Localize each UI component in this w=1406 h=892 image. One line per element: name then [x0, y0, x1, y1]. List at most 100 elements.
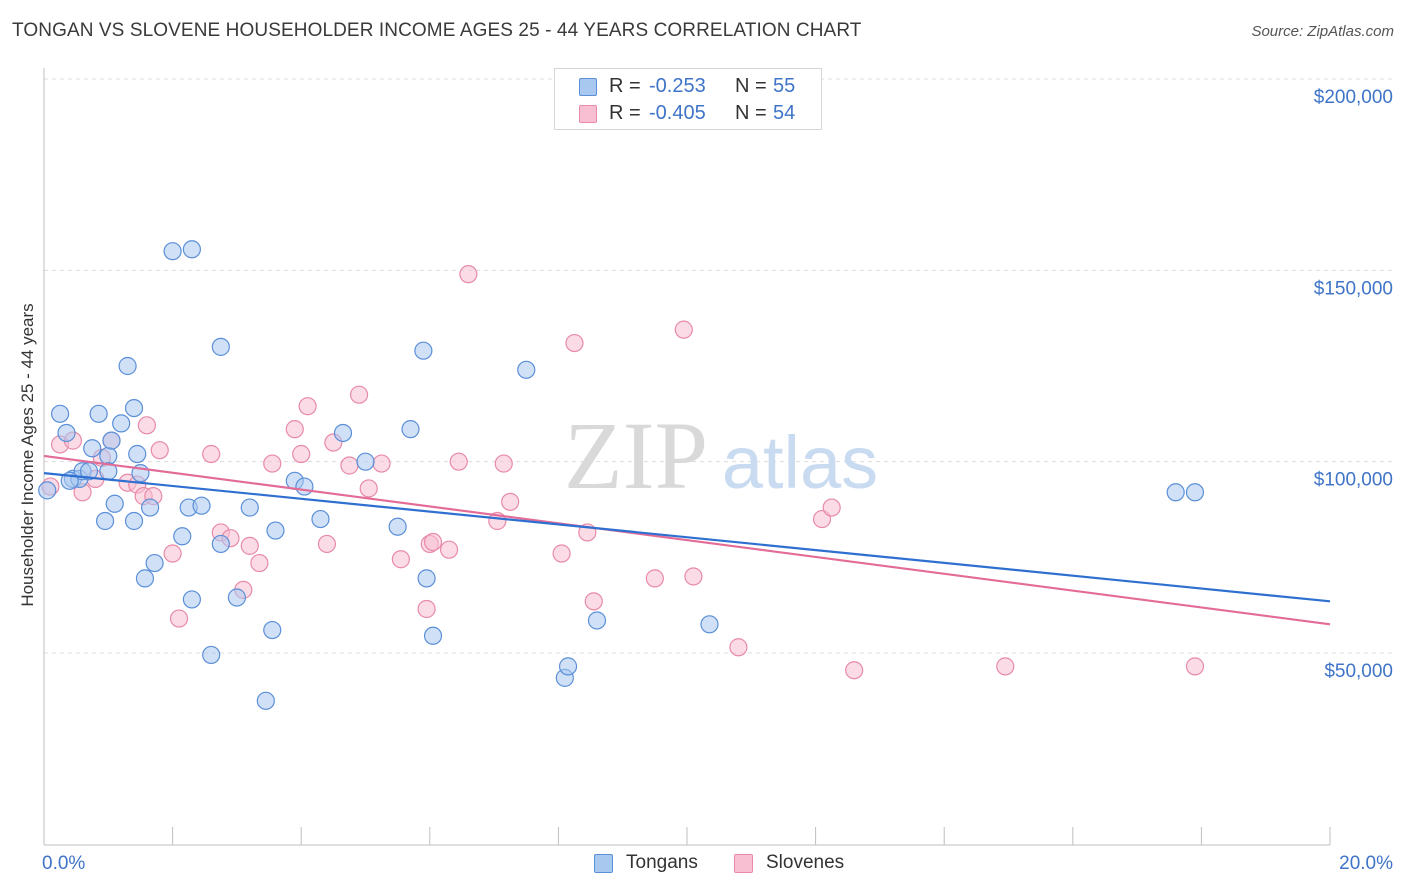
tongans-point	[99, 446, 118, 466]
tongans-point	[124, 398, 144, 418]
slovenes-point	[137, 416, 156, 435]
tongans-point	[240, 498, 259, 517]
slovenes-legend-label: Slovenes	[766, 852, 845, 873]
tongans-point	[145, 553, 164, 573]
tongans-point	[700, 615, 719, 634]
slovenes-legend-swatch	[734, 854, 753, 873]
r-label: R =	[609, 75, 641, 97]
trend-lines	[43, 454, 1331, 626]
n-label: N =	[735, 102, 767, 124]
tongans-point	[1166, 483, 1185, 502]
tongans-point	[95, 511, 115, 531]
slovenes-point	[391, 550, 410, 569]
tongans-point	[112, 414, 131, 433]
tongans-point	[124, 511, 144, 531]
y-tick-label: $150,000	[1314, 278, 1393, 299]
slovenes-point	[565, 333, 584, 353]
slovenes-point	[163, 544, 182, 563]
slovenes-point	[285, 420, 304, 439]
tongans-point	[356, 452, 375, 471]
tongans-point	[517, 360, 536, 379]
watermark-zip: ZIP	[564, 402, 708, 509]
slovenes-point	[552, 544, 571, 563]
tongans-point	[38, 481, 57, 500]
tongans-point	[333, 423, 353, 443]
slovenes-point	[417, 599, 436, 619]
tongans-point	[414, 341, 433, 360]
slovenes-point	[494, 454, 513, 473]
slovenes-point	[996, 657, 1015, 676]
tongans-point	[50, 404, 70, 423]
slovenes-point	[202, 444, 221, 464]
tongans-point	[173, 527, 192, 546]
tongans-point	[128, 444, 147, 464]
slovenes-point	[150, 441, 169, 460]
tongans-point	[388, 517, 407, 536]
slovenes-point	[317, 534, 337, 554]
slovenes-point	[674, 320, 693, 339]
tongans-point	[140, 498, 160, 517]
n-value: 54	[773, 102, 796, 124]
slovenes-point	[845, 661, 864, 680]
watermark-atlas: atlas	[722, 421, 878, 504]
tongans-point	[263, 620, 282, 640]
slovenes-point	[298, 397, 317, 416]
slovenes-point	[645, 569, 664, 588]
tongans-legend-swatch	[594, 854, 613, 873]
slovenes-point	[501, 492, 520, 511]
slovenes-point	[459, 265, 478, 284]
tongans-point	[102, 431, 121, 450]
slovenes-point	[359, 479, 378, 498]
y-tick-label: $50,000	[1324, 661, 1393, 682]
slovenes-trend-line	[43, 454, 1331, 626]
y-axis-label: Householder Income Ages 25 - 44 years	[18, 303, 37, 607]
tongans-point	[558, 657, 578, 676]
slovenes-point	[169, 609, 189, 628]
tongans-point	[266, 521, 285, 540]
tongans-point	[211, 337, 230, 356]
tongans-point	[83, 439, 102, 458]
tongans-point	[57, 423, 76, 443]
slovenes-point	[1185, 657, 1205, 676]
slovenes-point	[250, 553, 269, 573]
slovenes-point	[822, 498, 841, 517]
tick-labels: $50,000 $100,000 $150,000 $200,000 0.0% 20.0%	[42, 87, 1393, 874]
slovenes-point	[439, 540, 459, 559]
slovenes-point	[340, 456, 359, 475]
watermark: ZIP atlas	[564, 402, 878, 509]
slovenes-point	[263, 454, 282, 473]
slovenes-point	[449, 452, 468, 471]
tongans-point	[401, 420, 420, 439]
tongans-trend-line	[43, 472, 1331, 603]
n-value: 55	[773, 75, 796, 97]
tongans-point	[423, 626, 443, 645]
tongans-point	[1185, 483, 1205, 502]
tongans-point	[182, 240, 201, 259]
tongans-point	[135, 569, 155, 588]
tongans-point	[202, 645, 221, 665]
slovenes-point	[423, 532, 443, 552]
slovenes-swatch	[579, 105, 597, 123]
slovenes-point	[240, 536, 259, 555]
tongans-point	[105, 494, 124, 513]
tongans-point	[89, 404, 108, 423]
slovenes-point	[292, 444, 311, 464]
source-label: Source: ZipAtlas.com	[1251, 23, 1394, 40]
tongans-point	[256, 691, 275, 710]
slovenes-point	[684, 567, 703, 586]
x-tick-label: 20.0%	[1339, 853, 1393, 874]
slovenes-point	[729, 638, 748, 657]
tongans-point	[295, 477, 314, 496]
r-value: -0.405	[649, 102, 706, 124]
tongans-point	[182, 590, 201, 609]
tongans-point	[163, 242, 182, 261]
tongans-point	[417, 569, 436, 588]
tongans-swatch	[579, 78, 597, 96]
correlation-legend: R = -0.253 N = 55 R = -0.405 N = 54	[554, 68, 822, 130]
chart-title: TONGAN VS SLOVENE HOUSEHOLDER INCOME AGE…	[12, 20, 862, 41]
n-label: N =	[735, 75, 767, 97]
y-tick-label: $100,000	[1314, 470, 1393, 491]
tongans-legend-label: Tongans	[626, 852, 698, 873]
tongans-point	[587, 611, 607, 630]
